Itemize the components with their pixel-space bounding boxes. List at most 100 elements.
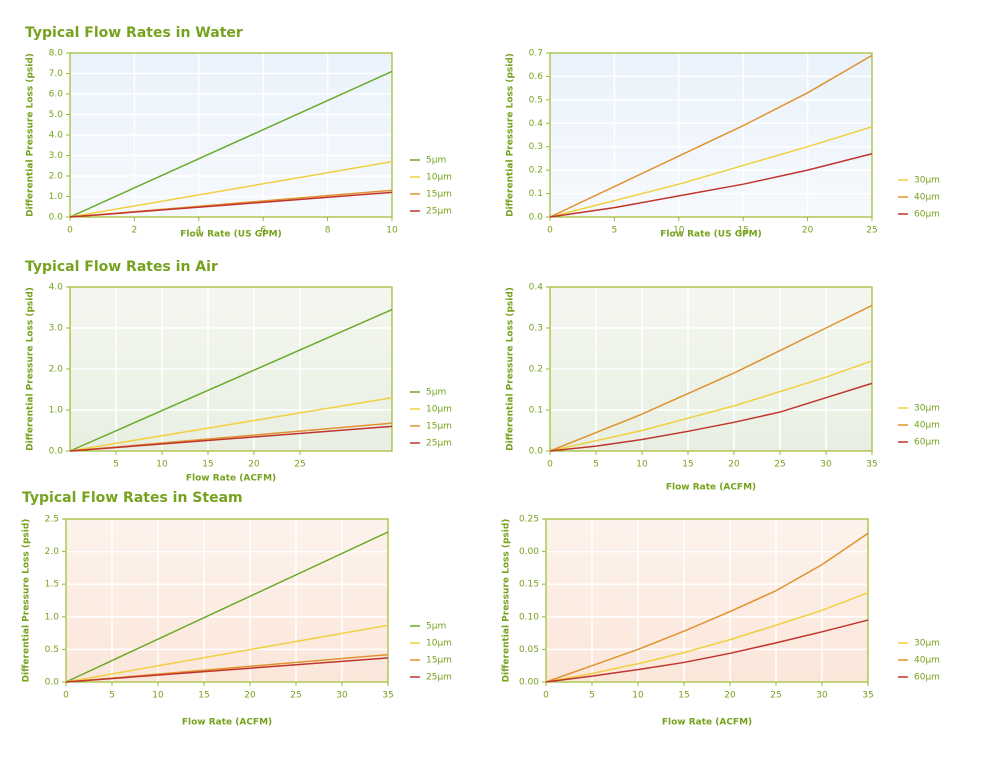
x-tick-label: 25 [774,460,785,470]
y-tick-label: 0.2 [529,166,543,176]
plot-frame [549,286,873,452]
x-tick-label: 20 [244,691,256,701]
x-tick-label: 15 [198,691,209,701]
x-tick-label: 10 [636,460,648,470]
y-tick-label: 0.6 [529,72,544,82]
section-title: Typical Flow Rates in Air [25,259,218,275]
series-line [549,382,873,452]
series-line [69,308,393,452]
legend-label: 30µm [914,639,940,649]
plot-area [550,53,872,217]
plot-frame [65,518,389,683]
plot-frame [545,518,869,683]
x-tick-label: 5 [593,460,599,470]
legend-label: 60µm [914,673,940,683]
plot-frame [69,286,393,452]
x-tick-label: 35 [382,691,393,701]
x-tick-label: 10 [156,460,168,470]
x-tick-label: 20 [802,226,814,236]
y-tick-label: 0.2 [529,365,543,375]
x-tick-label: 5 [113,460,119,470]
series-line [69,425,393,452]
y-tick-label: 1.0 [49,192,64,202]
series-line [549,126,873,218]
x-tick-label: 20 [728,460,740,470]
legend-label: 40µm [914,656,940,666]
legend-label: 25µm [426,439,452,449]
x-axis-label: Flow Rate (ACFM) [662,718,752,728]
x-tick-label: 20 [724,691,736,701]
y-tick-label: 1.5 [45,580,59,590]
y-tick-label: 0.1 [529,189,543,199]
x-tick-label: 30 [336,691,348,701]
x-tick-label: 0 [63,691,69,701]
plot-area [66,519,388,682]
x-tick-label: 0 [547,460,553,470]
x-tick-label: 6 [260,226,266,236]
x-tick-label: 0 [543,691,549,701]
y-tick-label: 0.25 [519,515,539,525]
x-axis-label: Flow Rate (US GPM) [660,230,762,240]
x-tick-label: 0 [547,226,553,236]
y-tick-label: 4.0 [49,131,64,141]
y-tick-label: 0.1 [529,406,543,416]
x-tick-label: 20 [248,460,260,470]
legend-label: 25µm [426,207,452,217]
plot-frame [69,52,393,218]
x-tick-label: 25 [294,460,305,470]
y-tick-label: 0.15 [519,580,539,590]
legend-label: 60µm [914,210,940,220]
x-axis-label: Flow Rate (ACFM) [666,483,756,493]
y-tick-label: 0.00 [519,547,539,557]
legend-label: 40µm [914,193,940,203]
section-title: Typical Flow Rates in Water [25,25,243,41]
series-line [545,591,869,683]
legend-label: 5µm [426,622,446,632]
y-tick-label: 0.0 [529,213,544,223]
legend-label: 10µm [426,639,452,649]
y-tick-label: 0.5 [45,645,59,655]
legend-label: 40µm [914,421,940,431]
x-tick-label: 0 [67,226,73,236]
y-tick-label: 2.0 [49,365,64,375]
x-tick-label: 8 [325,226,331,236]
x-tick-label: 25 [770,691,781,701]
x-tick-label: 35 [862,691,873,701]
y-tick-label: 4.0 [49,283,64,293]
y-tick-label: 0.05 [519,645,539,655]
y-axis-label: Differential Pressure Loss (psid) [506,53,516,217]
y-tick-label: 5.0 [49,110,64,120]
legend-label: 30µm [914,176,940,186]
series-line [65,624,389,683]
legend-label: 5µm [426,388,446,398]
y-tick-label: 0.00 [519,678,539,688]
y-tick-label: 7.0 [49,69,64,79]
y-tick-label: 3.0 [49,324,64,334]
legend-label: 60µm [914,438,940,448]
series-line [549,153,873,218]
legend-label: 30µm [914,404,940,414]
legend-label: 15µm [426,422,452,432]
legend-label: 10µm [426,405,452,415]
y-axis-label: Differential Pressure Loss (psid) [26,53,36,217]
x-axis-label: Flow Rate (US GPM) [180,230,282,240]
series-line [545,532,869,683]
x-tick-label: 10 [673,226,685,236]
x-tick-label: 25 [290,691,301,701]
y-tick-label: 0.3 [529,142,543,152]
y-tick-label: 0.4 [529,119,544,129]
legend-label: 15µm [426,190,452,200]
series-line [65,531,389,683]
y-tick-label: 0.4 [529,283,544,293]
series-line [545,619,869,683]
y-tick-label: 0.7 [529,49,543,59]
y-tick-label: 8.0 [49,49,64,59]
y-tick-label: 2.0 [49,172,64,182]
x-tick-label: 30 [820,460,832,470]
x-axis-label: Flow Rate (ACFM) [182,718,272,728]
x-tick-label: 10 [386,226,398,236]
x-tick-label: 15 [678,691,689,701]
x-tick-label: 10 [152,691,164,701]
y-axis-label: Differential Pressure Loss (psid) [506,287,516,451]
